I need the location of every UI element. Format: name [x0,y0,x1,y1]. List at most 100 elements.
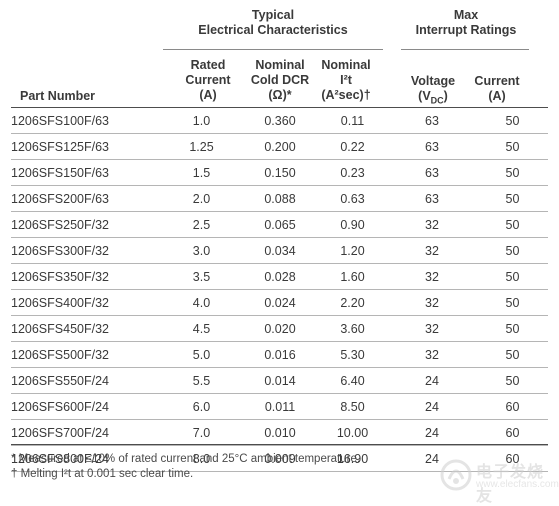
cell-voltage: 63 [387,133,477,160]
col-header-rated-current-line3: (A) [199,88,217,102]
cell-cold-dcr: 0.020 [242,315,318,342]
cell-cold-dcr: 0.010 [242,419,318,446]
col-header-current-line2: (A) [488,89,506,103]
col-header-voltage-unit: (VDC) [400,89,466,109]
col-header-cold-dcr-line2: Cold DCR [250,73,310,87]
cell-current: 60 [477,393,548,420]
col-header-i2t-line3: (A²sec)† [321,88,371,102]
table-row: 1206SFS400F/32 4.0 0.024 2.20 32 50 [11,289,548,316]
col-header-voltage-line1: Voltage [410,74,456,88]
cell-cold-dcr: 0.011 [242,393,318,420]
cell-voltage: 63 [387,159,477,186]
cell-rated-current: 1.0 [161,108,242,134]
group-header-typical: Typical Electrical Characteristics [162,8,384,38]
cell-cold-dcr: 0.016 [242,341,318,368]
cell-voltage: 32 [387,341,477,368]
cell-part-number: 1206SFS350F/32 [11,263,161,290]
col-header-current-line1: Current [474,74,520,88]
col-header-part-number-label: Part Number [20,89,96,103]
cell-rated-current: 1.5 [161,159,242,186]
cell-part-number: 1206SFS550F/24 [11,367,161,394]
cell-cold-dcr: 0.150 [242,159,318,186]
watermark: 电子发烧友 www.elecfans.com [440,455,559,505]
voltage-unit-close: ) [443,89,448,103]
table-row: 1206SFS450F/32 4.5 0.020 3.60 32 50 [11,315,548,342]
cell-rated-current: 6.0 [161,393,242,420]
cell-voltage: 32 [387,263,477,290]
cell-part-number: 1206SFS300F/32 [11,237,161,264]
table-row: 1206SFS250F/32 2.5 0.065 0.90 32 50 [11,211,548,238]
group-header-max: Max Interrupt Ratings [400,8,532,38]
cell-cold-dcr: 0.034 [242,237,318,264]
cell-part-number: 1206SFS700F/24 [11,419,161,446]
cell-voltage: 32 [387,315,477,342]
table-row: 1206SFS100F/63 1.0 0.360 0.11 63 50 [11,108,548,134]
table-row: 1206SFS125F/63 1.25 0.200 0.22 63 50 [11,133,548,160]
cell-rated-current: 5.0 [161,341,242,368]
table-bottom-rule [11,444,548,445]
cell-part-number: 1206SFS800F/24 [11,445,161,472]
table-row: 1206SFS550F/24 5.5 0.014 6.40 24 50 [11,367,548,394]
cell-i2t: 2.20 [318,289,387,316]
cell-current: 50 [477,263,548,290]
col-header-cold-dcr-line3: (Ω)* [268,88,292,102]
cell-cold-dcr: 0.200 [242,133,318,160]
cell-i2t: 1.20 [318,237,387,264]
cell-rated-current: 5.5 [161,367,242,394]
cell-current: 50 [477,185,548,212]
cell-voltage: 32 [387,211,477,238]
col-header-i2t: Nominal I²t (A²sec)† [313,58,379,103]
cell-part-number: 1206SFS400F/32 [11,289,161,316]
cell-i2t: 16.90 [318,445,387,472]
header-rule [11,107,548,108]
cell-current: 50 [477,133,548,160]
cell-part-number: 1206SFS450F/32 [11,315,161,342]
cell-i2t: 0.22 [318,133,387,160]
cell-current: 50 [477,289,548,316]
cell-part-number: 1206SFS125F/63 [11,133,161,160]
cell-i2t: 0.11 [318,108,387,134]
cell-current: 50 [477,315,548,342]
cell-voltage: 24 [387,367,477,394]
cell-current: 50 [477,108,548,134]
group-header-max-line1: Max [453,8,479,22]
cell-part-number: 1206SFS150F/63 [11,159,161,186]
cell-rated-current: 4.5 [161,315,242,342]
col-header-voltage: Voltage (VDC) [400,74,466,109]
cell-i2t: 5.30 [318,341,387,368]
cell-current: 60 [477,419,548,446]
footnotes: * Measured at ≤10% of rated current and … [11,452,360,482]
cell-i2t: 1.60 [318,263,387,290]
voltage-unit-sub: DC [430,95,444,106]
voltage-unit-open: (V [418,89,431,103]
cell-part-number: 1206SFS200F/63 [11,185,161,212]
cell-voltage: 63 [387,185,477,212]
col-header-cold-dcr: Nominal Cold DCR (Ω)* [240,58,320,103]
cell-rated-current: 3.0 [161,237,242,264]
cell-cold-dcr: 0.024 [242,289,318,316]
cell-rated-current: 4.0 [161,289,242,316]
cell-voltage: 32 [387,237,477,264]
cell-i2t: 0.63 [318,185,387,212]
watermark-url: www.elecfans.com [476,479,559,490]
footnote-measured: * Measured at ≤10% of rated current and … [11,453,361,465]
group-header-typical-line2: Electrical Characteristics [198,23,348,37]
cell-rated-current: 7.0 [161,419,242,446]
cell-cold-dcr: 0.009 [242,445,318,472]
cell-voltage: 24 [387,393,477,420]
group-rule-typical [163,49,383,50]
cell-part-number: 1206SFS600F/24 [11,393,161,420]
col-header-rated-current-line1: Rated [190,58,226,72]
table-row: 1206SFS350F/32 3.5 0.028 1.60 32 50 [11,263,548,290]
col-header-rated-current-line2: Current [185,73,231,87]
cell-current: 50 [477,159,548,186]
cell-rated-current: 3.5 [161,263,242,290]
footnote-melting: † Melting I²t at 0.001 sec clear time. [11,468,194,480]
table-row: 1206SFS700F/24 7.0 0.010 10.00 24 60 [11,419,548,446]
cell-rated-current: 2.5 [161,211,242,238]
col-header-cold-dcr-line1: Nominal [255,58,305,72]
table-row: 1206SFS500F/32 5.0 0.016 5.30 32 50 [11,341,548,368]
cell-i2t: 6.40 [318,367,387,394]
cell-current: 50 [477,367,548,394]
cell-cold-dcr: 0.088 [242,185,318,212]
